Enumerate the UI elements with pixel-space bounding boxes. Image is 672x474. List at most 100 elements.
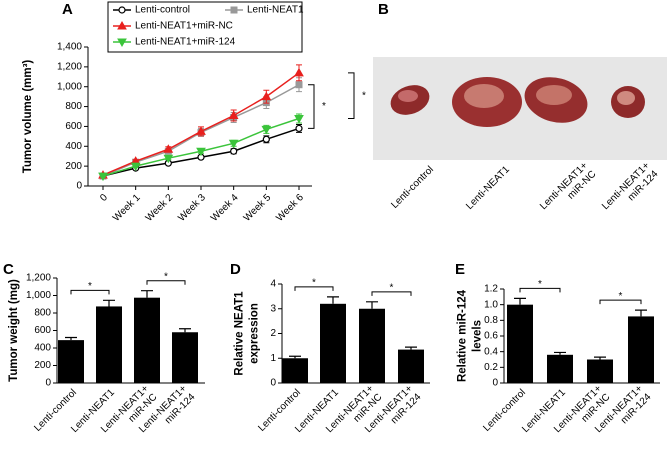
y-tick-label: 1.0 <box>484 299 498 310</box>
significance-bracket <box>599 299 642 305</box>
marker <box>98 172 108 182</box>
legend-marker <box>118 6 126 14</box>
marker <box>228 139 239 149</box>
y-tick-label: 400 <box>34 343 51 354</box>
tumor-highlight <box>617 91 635 105</box>
panel-letter: A <box>62 1 73 18</box>
bar <box>547 354 573 383</box>
marker <box>228 110 239 120</box>
error-bar <box>103 299 115 307</box>
x-tick-label: Week 3 <box>176 192 208 224</box>
error-bar <box>554 351 566 355</box>
y-tick-label: 1,200 <box>57 61 82 72</box>
tumor-photo <box>373 57 667 160</box>
panel-letter: B <box>378 1 389 18</box>
marker <box>163 144 174 153</box>
y-tick-label: 1.2 <box>484 284 498 295</box>
x-tick-label: Week 5 <box>242 192 274 224</box>
significance-label: * <box>619 291 623 302</box>
bar <box>320 303 346 383</box>
marker <box>295 124 303 133</box>
marker <box>130 162 141 172</box>
bar <box>172 332 198 383</box>
tumor-highlight <box>398 90 418 102</box>
x-tick-label: Week 6 <box>274 192 306 224</box>
y-tick-label: 3 <box>270 303 276 314</box>
panel-letter: D <box>230 261 241 278</box>
x-tick-label: Lenti-NEAT1 <box>464 164 512 212</box>
error-bar <box>65 336 77 341</box>
y-axis-label: Tumor weight (mg) <box>8 279 20 382</box>
error-bar <box>366 301 378 309</box>
tumor-highlight <box>536 85 572 105</box>
panel-letter: C <box>3 261 14 278</box>
error-bar <box>141 290 153 298</box>
significance-bracket <box>371 291 412 296</box>
y-tick-label: 2 <box>270 328 276 339</box>
legend-marker <box>117 20 127 30</box>
significance-bracket <box>348 72 355 119</box>
significance-label: * <box>390 282 394 293</box>
y-tick-label: 0 <box>492 378 498 389</box>
significance-bracket <box>308 84 315 129</box>
marker <box>294 114 304 124</box>
y-tick-label: 1,400 <box>57 42 82 53</box>
significance-bracket <box>294 286 334 291</box>
y-axis-label: Relative NEAT1 expression <box>234 291 261 376</box>
legend-label: Lenti-NEAT1+miR-124 <box>135 37 236 48</box>
panel-letter: E <box>455 261 465 278</box>
x-tick-label: Week 1 <box>111 192 143 224</box>
bar <box>587 359 613 383</box>
y-tick-label: 400 <box>65 141 82 152</box>
error-bar <box>327 296 339 304</box>
significance-label: * <box>322 101 326 112</box>
significance-label: * <box>312 278 316 289</box>
y-tick-label: 800 <box>65 101 82 112</box>
significance-label: * <box>362 90 366 101</box>
marker <box>294 67 304 77</box>
error-bar <box>594 356 606 360</box>
x-tick-label: Week 2 <box>144 192 176 224</box>
y-tick-label: 0.4 <box>484 346 498 357</box>
y-tick-label: 0 <box>45 378 51 389</box>
error-bar <box>514 297 526 305</box>
y-tick-label: 600 <box>34 325 51 336</box>
significance-bracket <box>146 280 186 285</box>
significance-bracket <box>70 289 110 295</box>
y-tick-label: 200 <box>65 161 82 172</box>
y-axis-label: Tumor volume (mm³) <box>22 60 34 174</box>
bar <box>134 297 160 383</box>
legend-marker <box>117 38 127 48</box>
y-tick-label: 1,000 <box>57 81 82 92</box>
bar <box>58 340 84 383</box>
error-bar <box>289 355 301 359</box>
y-tick-label: 0.2 <box>484 362 498 373</box>
y-tick-label: 0.8 <box>484 315 498 326</box>
marker <box>196 147 206 157</box>
legend-label: Lenti-NEAT1+miR-NC <box>135 21 233 32</box>
error-bar <box>405 346 417 350</box>
marker <box>163 154 174 164</box>
x-tick-label: Lenti-control <box>389 164 436 211</box>
x-tick-label: Lenti-NEAT1+miR-124 <box>600 160 661 221</box>
y-tick-label: 800 <box>34 308 51 319</box>
significance-label: * <box>88 281 92 292</box>
bar <box>359 308 385 383</box>
marker <box>230 147 238 155</box>
x-tick-label: Week 4 <box>209 192 241 224</box>
marker <box>261 125 272 135</box>
legend-label: Lenti-NEAT1 <box>247 5 304 16</box>
y-tick-label: 1 <box>270 353 276 364</box>
marker <box>295 81 303 89</box>
legend-marker <box>230 6 238 14</box>
bar <box>628 316 654 383</box>
x-tick-label: 0 <box>98 192 110 204</box>
significance-label: * <box>538 279 542 290</box>
error-bar <box>179 328 191 333</box>
marker <box>196 126 206 135</box>
tumor-highlight <box>464 84 504 108</box>
y-axis-label: Relative miR-124 levels <box>457 289 484 382</box>
marker <box>261 91 272 101</box>
y-tick-label: 600 <box>65 121 82 132</box>
